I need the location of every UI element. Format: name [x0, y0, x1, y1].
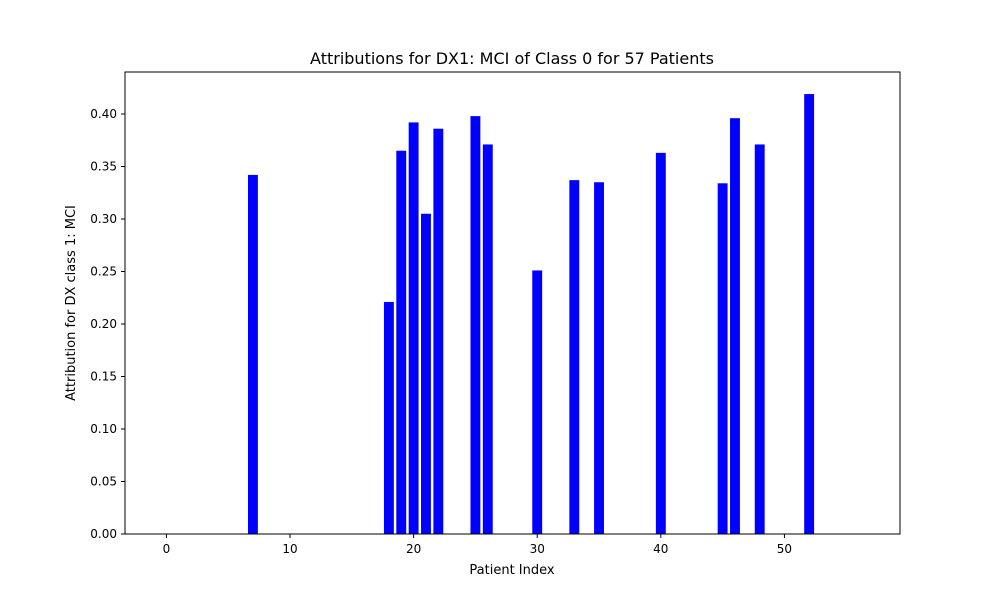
bar-patient-21: [421, 213, 431, 534]
y-tick-label: 0.20: [90, 317, 117, 331]
y-axis-ticks: 0.00 0.05 0.10 0.15 0.20 0.25 0.30 0.35 0.40: [90, 107, 125, 541]
y-tick-label: 0.10: [90, 422, 117, 436]
bar-patient-46: [730, 118, 740, 534]
y-tick-label: 0.05: [90, 475, 117, 489]
bar-patient-18: [383, 301, 394, 534]
bar-patient-40: [655, 152, 666, 534]
x-axis-label: Patient Index: [469, 563, 554, 578]
y-tick-label: 0.15: [90, 370, 117, 384]
bar-patient-35: [594, 182, 604, 534]
y-tick-label: 0.35: [90, 160, 117, 174]
bar-patient-26: [482, 144, 493, 534]
x-axis-ticks: 0 10 20 30 40 50: [163, 534, 792, 556]
x-tick-label: 40: [653, 542, 668, 556]
bar-patient-19: [396, 150, 407, 534]
y-axis-label: Attribution for DX class 1: MCI: [64, 205, 79, 401]
x-tick-label: 50: [777, 542, 792, 556]
bar-patient-22: [433, 128, 444, 534]
bar-patient-33: [569, 180, 580, 534]
bar-patient-7: [247, 174, 258, 534]
x-tick-label: 0: [163, 542, 171, 556]
bar-patient-45: [717, 183, 728, 535]
chart-title: Attributions for DX1: MCI of Class 0 for…: [310, 49, 714, 68]
x-tick-label: 10: [282, 542, 297, 556]
y-tick-label: 0.40: [90, 107, 117, 121]
bar-patient-25: [470, 116, 481, 534]
x-tick-label: 20: [406, 542, 421, 556]
plot-frame: [124, 71, 901, 535]
y-tick-label: 0.30: [90, 212, 117, 226]
bar-patient-30: [532, 270, 543, 534]
bar-patient-52: [804, 94, 815, 535]
bars-group: [247, 94, 815, 535]
bar-patient-20: [408, 122, 419, 535]
y-tick-label: 0.25: [90, 265, 117, 279]
y-tick-label: 0.00: [90, 527, 117, 541]
x-tick-label: 30: [530, 542, 545, 556]
bar-patient-48: [754, 144, 765, 534]
